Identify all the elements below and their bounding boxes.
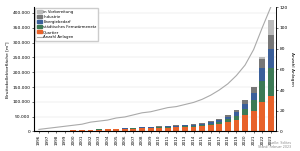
Bar: [165, 127, 171, 128]
Bar: [259, 59, 265, 68]
Bar: [225, 115, 231, 117]
Bar: [208, 122, 214, 124]
Bar: [156, 128, 162, 132]
Y-axis label: Anzahl Anlagen: Anzahl Anlagen: [290, 52, 294, 86]
Bar: [45, 131, 50, 132]
Bar: [216, 124, 222, 132]
Bar: [268, 20, 274, 35]
Bar: [251, 87, 256, 93]
Bar: [88, 130, 93, 132]
Bar: [251, 111, 256, 132]
Bar: [165, 128, 171, 132]
Bar: [190, 127, 196, 132]
Bar: [242, 100, 248, 104]
Bar: [122, 128, 128, 129]
Bar: [242, 109, 248, 115]
Bar: [199, 125, 205, 126]
Bar: [233, 112, 239, 116]
Bar: [165, 126, 171, 127]
Bar: [182, 127, 188, 132]
Bar: [259, 56, 265, 59]
Bar: [148, 127, 154, 128]
Bar: [268, 68, 274, 96]
Bar: [199, 126, 205, 132]
Y-axis label: Bruttokollektorfläche [m²]: Bruttokollektorfläche [m²]: [6, 41, 10, 98]
Bar: [242, 104, 248, 109]
Bar: [139, 127, 145, 128]
Bar: [251, 93, 256, 100]
Bar: [130, 129, 136, 132]
Bar: [251, 100, 256, 111]
Bar: [225, 117, 231, 119]
Bar: [225, 119, 231, 122]
Bar: [113, 129, 119, 132]
Bar: [208, 124, 214, 125]
Bar: [173, 127, 179, 132]
Bar: [156, 127, 162, 128]
Bar: [268, 48, 274, 68]
Bar: [259, 102, 265, 132]
Bar: [233, 116, 239, 120]
Bar: [242, 115, 248, 132]
Bar: [268, 96, 274, 132]
Bar: [190, 126, 196, 127]
Bar: [122, 129, 128, 132]
Bar: [216, 120, 222, 122]
Bar: [139, 128, 145, 132]
Bar: [70, 130, 76, 132]
Legend: in Vorbereitung, Industrie, Energiebedarf, städtisches Fernwärmenetz, Quartier, : in Vorbereitung, Industrie, Energiebedar…: [35, 8, 98, 41]
Bar: [182, 126, 188, 127]
Bar: [96, 130, 102, 132]
Bar: [36, 131, 42, 132]
Bar: [233, 120, 239, 132]
Bar: [208, 125, 214, 132]
Bar: [190, 124, 196, 125]
Bar: [199, 123, 205, 124]
Bar: [62, 131, 68, 132]
Bar: [96, 129, 102, 130]
Bar: [182, 125, 188, 126]
Text: Quelle: Solites
Stand: Februar 2023: Quelle: Solites Stand: Februar 2023: [258, 141, 291, 149]
Bar: [148, 128, 154, 132]
Bar: [156, 126, 162, 127]
Bar: [53, 131, 59, 132]
Bar: [130, 128, 136, 129]
Bar: [199, 124, 205, 125]
Bar: [225, 122, 231, 132]
Bar: [233, 110, 239, 112]
Bar: [259, 81, 265, 102]
Bar: [190, 125, 196, 126]
Bar: [173, 125, 179, 126]
Bar: [105, 129, 111, 132]
Bar: [208, 121, 214, 122]
Bar: [173, 126, 179, 127]
Bar: [259, 68, 265, 81]
Bar: [268, 35, 274, 48]
Bar: [216, 122, 222, 124]
Bar: [79, 130, 85, 132]
Bar: [216, 119, 222, 120]
